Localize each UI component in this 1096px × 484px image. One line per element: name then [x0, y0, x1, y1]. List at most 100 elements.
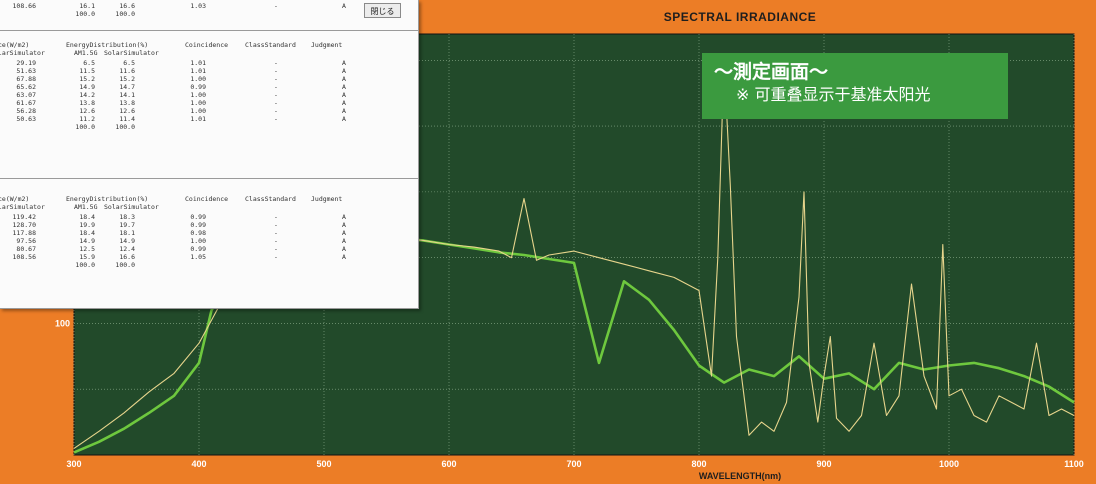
banner-title: ～測定画面～ — [714, 61, 829, 83]
table-cell: 65.62 — [16, 83, 36, 91]
table-cell: 11.6 — [119, 67, 135, 75]
table-cell: A — [342, 75, 346, 83]
table-cell: 0.99 — [190, 245, 206, 253]
table-cell: 12.6 — [119, 107, 135, 115]
y-tick-label: 100 — [55, 318, 70, 328]
table-cell: 63.07 — [16, 91, 36, 99]
table-row: 108.66 16.1 16.6 1.03 - A — [0, 2, 418, 10]
header-cell: EnergyDistribution(%) — [66, 195, 149, 203]
table-header-row: ce(W/m2) EnergyDistribution(%) Coincidence… — [0, 41, 418, 49]
table-cell: 14.9 — [119, 237, 135, 245]
table-subheader-row: olarSimulator AM1.5G SolarSimulator — [0, 49, 418, 57]
table-row: 29.19 6.5 6.5 1.01 - A — [0, 59, 418, 67]
table-cell: 18.1 — [119, 229, 135, 237]
table-cell: 100.0 — [75, 10, 95, 18]
table-cell: - — [274, 213, 278, 221]
table-row: 119.42 18.4 18.3 0.99 - A — [0, 213, 418, 221]
table-cell: - — [274, 107, 278, 115]
table-cell: 0.99 — [190, 213, 206, 221]
table-row: 108.56 15.9 16.6 1.05 - A — [0, 253, 418, 261]
table-cell: A — [342, 115, 346, 123]
table-cell: 100.0 — [115, 123, 135, 131]
header-cell: olarSimulator — [0, 203, 45, 211]
measurement-banner: ～測定画面～ ※ 可重叠显示于基准太阳光 — [702, 53, 1008, 119]
table-cell: 15.2 — [79, 75, 95, 83]
table-row: 80.67 12.5 12.4 0.99 - A — [0, 245, 418, 253]
table-cell: 80.67 — [16, 245, 36, 253]
table-cell: 14.9 — [79, 83, 95, 91]
table-cell: 14.9 — [79, 237, 95, 245]
table-cell: 19.9 — [79, 221, 95, 229]
table-row: 128.70 19.9 19.7 0.99 - A — [0, 221, 418, 229]
table-cell: 100.0 — [115, 261, 135, 269]
table-cell: - — [274, 115, 278, 123]
header-cell: EnergyDistribution(%) — [66, 41, 149, 49]
table-cell: A — [342, 99, 346, 107]
table-cell: - — [274, 245, 278, 253]
header-cell: SolarSimulator — [104, 49, 159, 57]
table-cell: A — [342, 2, 346, 10]
table-cell: 14.7 — [119, 83, 135, 91]
table-cell: 1.00 — [190, 107, 206, 115]
table-row: 65.62 14.9 14.7 0.99 - A — [0, 83, 418, 91]
table-separator — [0, 178, 418, 179]
table-cell: - — [274, 91, 278, 99]
x-tick-label: 1100 — [1064, 459, 1084, 469]
table-cell: A — [342, 83, 346, 91]
table-cell: A — [342, 59, 346, 67]
table-cell: 6.5 — [123, 59, 135, 67]
table-cell: A — [342, 253, 346, 261]
table-cell: - — [274, 99, 278, 107]
table-cell: 50.63 — [16, 115, 36, 123]
table-cell: - — [274, 67, 278, 75]
table-row: 117.88 18.4 18.1 0.98 - A — [0, 229, 418, 237]
table-cell: 61.67 — [16, 99, 36, 107]
table-header-row: ce(W/m2) EnergyDistribution(%) Coincidence… — [0, 195, 418, 203]
table-cell: A — [342, 213, 346, 221]
table-cell: 100.0 — [75, 123, 95, 131]
table-row: 63.07 14.2 14.1 1.00 - A — [0, 91, 418, 99]
header-cell: AM1.5G — [74, 203, 98, 211]
energy-distribution-window: 閉じる 108.66 16.1 16.6 1.03 - A 100.0 100.0 ce(W/m… — [0, 0, 419, 309]
table-cell: 1.03 — [190, 2, 206, 10]
table-cell: 12.6 — [79, 107, 95, 115]
table-cell: 1.00 — [190, 237, 206, 245]
table-cell: A — [342, 107, 346, 115]
table-cell: 12.5 — [79, 245, 95, 253]
table-cell: 1.01 — [190, 59, 206, 67]
chart-title: SPECTRAL IRRADIANCE — [663, 10, 817, 24]
table-cell: 1.01 — [190, 67, 206, 75]
table-row: 67.88 15.2 15.2 1.00 - A — [0, 75, 418, 83]
table-total-row: 100.0 100.0 — [0, 123, 418, 131]
table-cell: 1.05 — [190, 253, 206, 261]
table-cell: 1.00 — [190, 99, 206, 107]
x-tick-label: 500 — [316, 459, 331, 469]
x-tick-label: 900 — [816, 459, 831, 469]
table-cell: A — [342, 229, 346, 237]
header-cell: ClassStandard — [245, 41, 296, 49]
table-cell: 56.28 — [16, 107, 36, 115]
table-total-row: 100.0 100.0 — [0, 261, 418, 269]
x-tick-label: 600 — [441, 459, 456, 469]
table-cell: 16.6 — [119, 2, 135, 10]
table-cell: 16.1 — [79, 2, 95, 10]
table-cell: - — [274, 229, 278, 237]
table-row: 56.28 12.6 12.6 1.00 - A — [0, 107, 418, 115]
table-cell: 108.66 — [12, 2, 36, 10]
table-cell: - — [274, 59, 278, 67]
x-tick-label: 700 — [566, 459, 581, 469]
table-cell: 1.01 — [190, 115, 206, 123]
table-cell: A — [342, 237, 346, 245]
table-cell: 11.5 — [79, 67, 95, 75]
banner-subtitle: ※ 可重叠显示于基准太阳光 — [736, 85, 931, 104]
table-cell: 13.8 — [119, 99, 135, 107]
x-tick-label: 300 — [66, 459, 81, 469]
table-cell: 16.6 — [119, 253, 135, 261]
table-cell: 14.1 — [119, 91, 135, 99]
x-tick-label: 1000 — [939, 459, 959, 469]
table-cell: 11.2 — [79, 115, 95, 123]
close-button[interactable]: 閉じる — [364, 3, 401, 18]
table-cell: A — [342, 221, 346, 229]
table-subheader-row: olarSimulator AM1.5G SolarSimulator — [0, 203, 418, 211]
table-cell: 14.2 — [79, 91, 95, 99]
